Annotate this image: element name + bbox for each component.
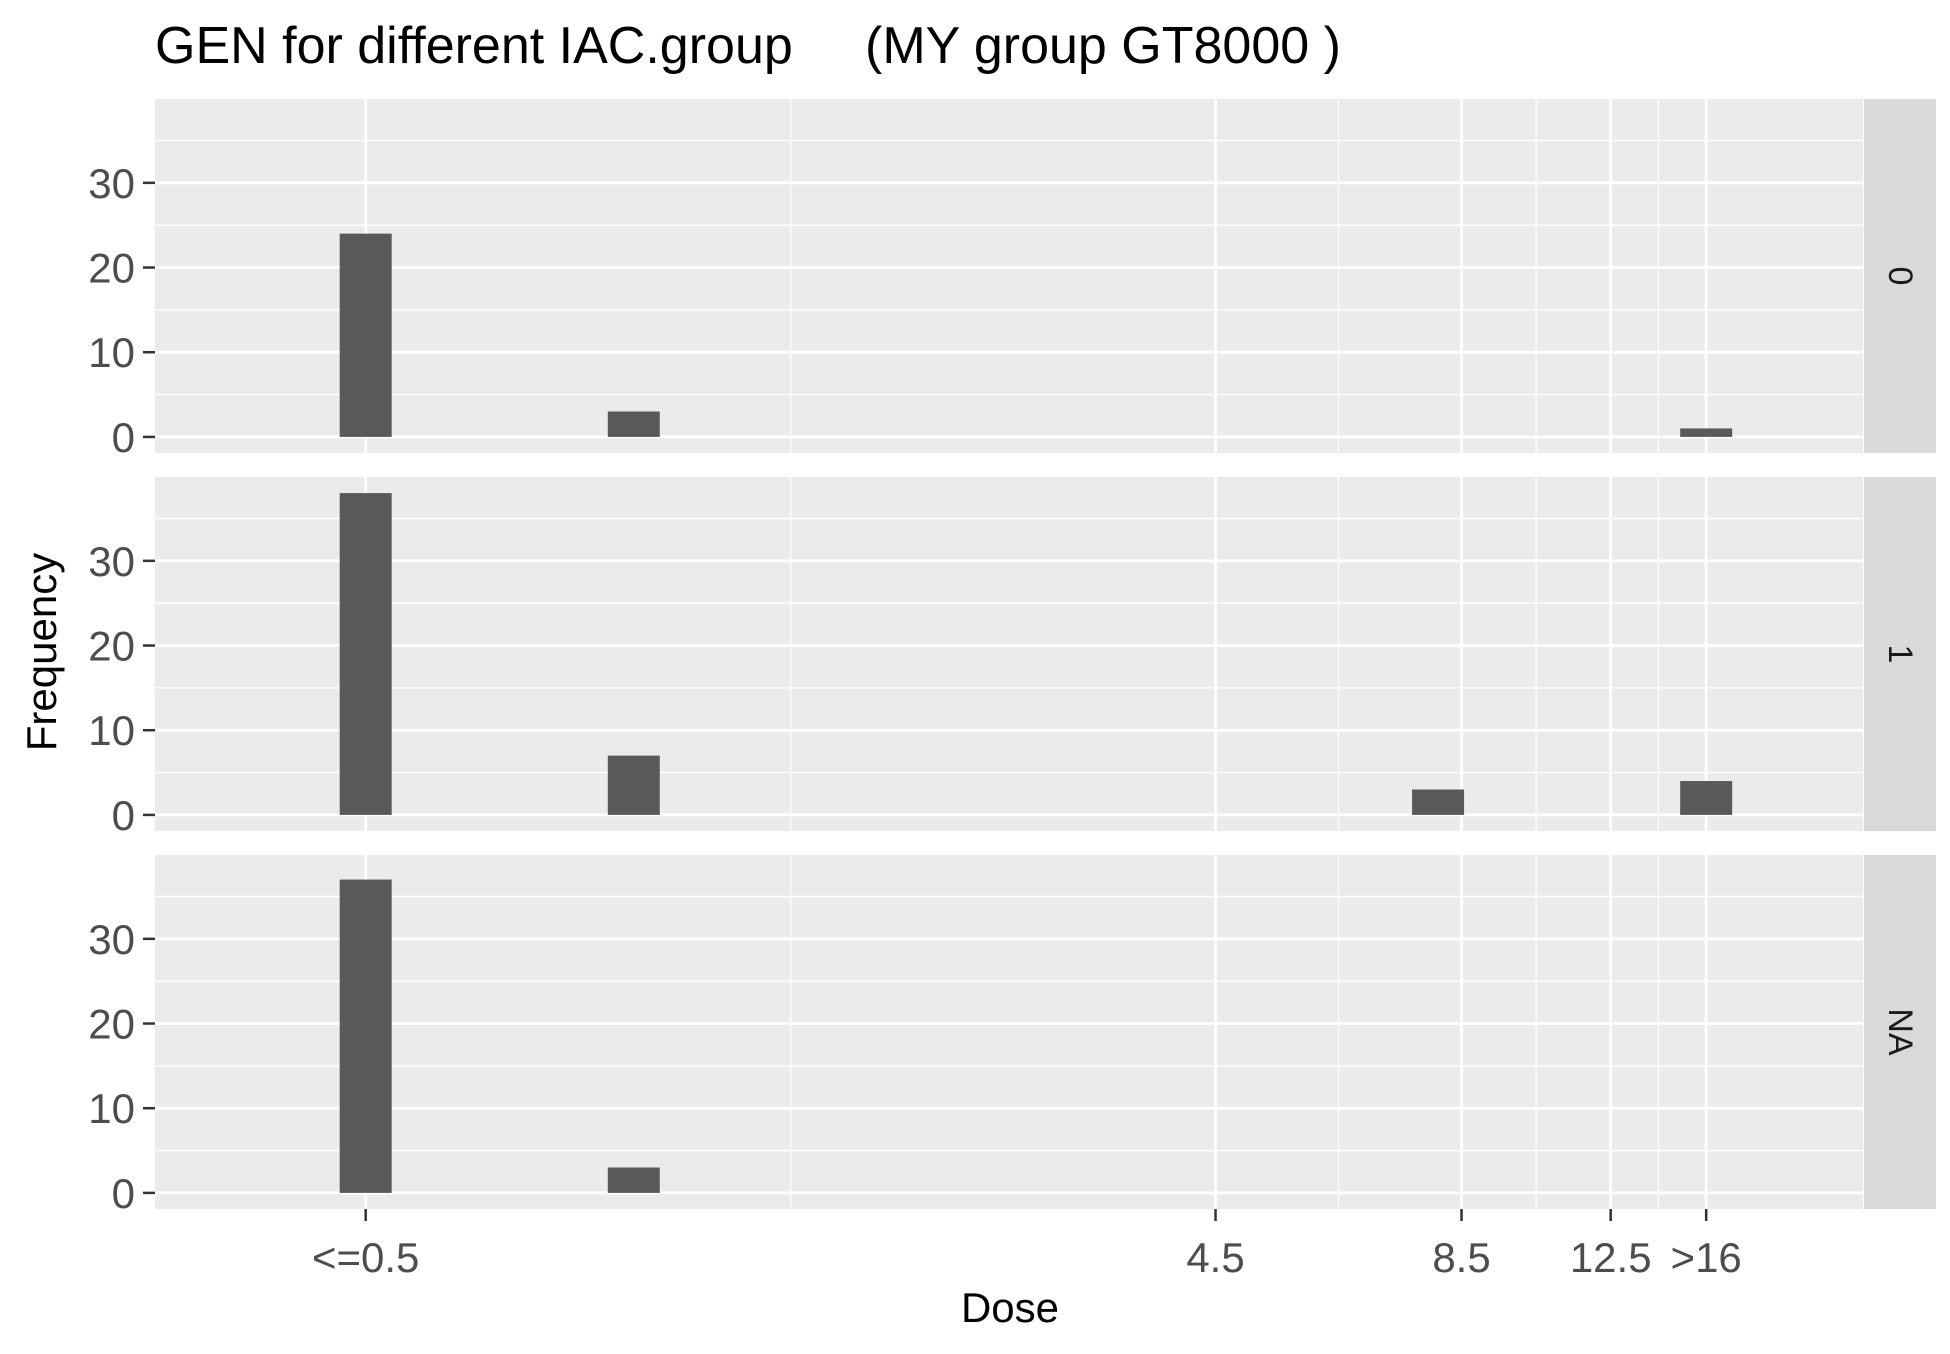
- panel-background: [155, 477, 1863, 831]
- facet-strip-label: NA: [1881, 1008, 1919, 1056]
- bar: [1680, 428, 1733, 437]
- bar: [607, 755, 660, 815]
- bar: [339, 879, 392, 1193]
- x-tick-label: <=0.5: [312, 1234, 419, 1281]
- x-tick-label: 12.5: [1570, 1234, 1652, 1281]
- chart-title: GEN for different IAC.group (MY group GT…: [155, 17, 1341, 75]
- y-tick-label: 20: [88, 623, 135, 670]
- bar: [1680, 781, 1733, 815]
- y-tick-label: 0: [112, 414, 135, 461]
- bar: [339, 493, 392, 815]
- bar: [607, 411, 660, 437]
- y-tick-label: 0: [112, 1170, 135, 1217]
- x-axis-title: Dose: [961, 1284, 1059, 1331]
- panel-background: [155, 855, 1863, 1209]
- facet-strip-label: 0: [1881, 267, 1919, 286]
- x-tick-label: 8.5: [1432, 1234, 1490, 1281]
- y-tick-label: 30: [88, 538, 135, 585]
- y-tick-label: 30: [88, 916, 135, 963]
- x-axis: <=0.5 4.5 8.5 12.5 >16: [312, 1209, 1742, 1281]
- x-tick-label: >16: [1671, 1234, 1742, 1281]
- y-tick-label: 10: [88, 329, 135, 376]
- bar: [1412, 789, 1465, 815]
- x-tick-label: 4.5: [1186, 1234, 1244, 1281]
- facet-panel-1: 0 10 20 30 1: [88, 477, 1936, 839]
- y-tick-label: 0: [112, 792, 135, 839]
- facet-panel-0: 0 10 20 30 0: [88, 99, 1936, 461]
- y-tick-label: 30: [88, 160, 135, 207]
- y-tick-label: 10: [88, 1085, 135, 1132]
- y-axis-title: Frequency: [18, 553, 65, 751]
- panel-background: [155, 99, 1863, 453]
- facet-strip-label: 1: [1881, 645, 1919, 664]
- y-tick-label: 20: [88, 245, 135, 292]
- facet-strip: [1864, 99, 1936, 453]
- y-tick-label: 20: [88, 1001, 135, 1048]
- facet-strip: [1864, 855, 1936, 1209]
- facet-strip: [1864, 477, 1936, 831]
- facet-panel-2: 0 10 20 30 NA: [88, 855, 1936, 1217]
- bar: [339, 233, 392, 437]
- y-tick-label: 10: [88, 707, 135, 754]
- bar: [607, 1167, 660, 1193]
